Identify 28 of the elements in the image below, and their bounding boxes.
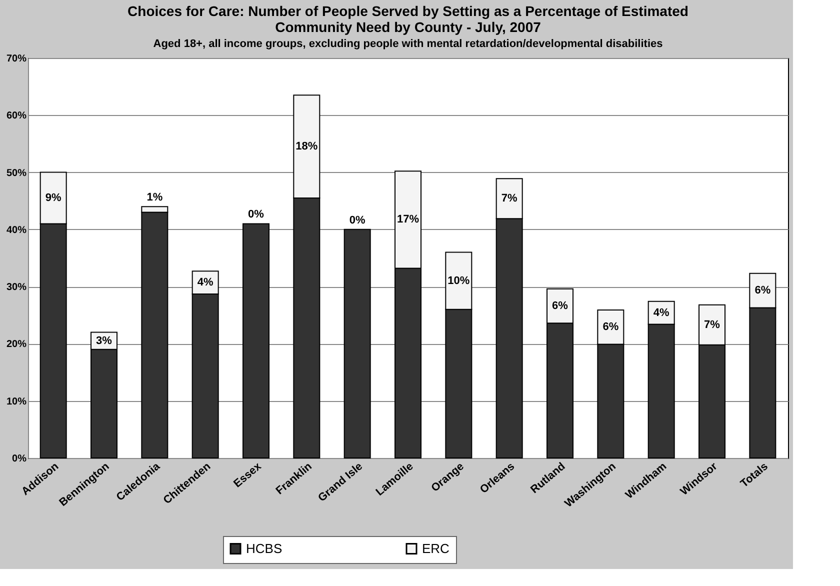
data-label: 6% [754, 284, 771, 297]
data-label: 7% [704, 318, 720, 331]
y-tick-label: 50% [6, 168, 27, 179]
legend-label: ERC [422, 540, 450, 556]
y-tick-label: 20% [6, 339, 27, 350]
data-label: 0% [248, 208, 264, 221]
y-tick-label: 60% [6, 110, 27, 122]
data-label: 9% [45, 192, 62, 204]
text: Community Need by County - July, 2007 [275, 19, 541, 35]
y-tick-label: 10% [6, 396, 27, 408]
data-label: 4% [653, 306, 670, 319]
data-label: 6% [602, 321, 619, 334]
data-label: 6% [552, 300, 568, 312]
data-label: 4% [197, 276, 214, 289]
y-tick-label: 70% [6, 54, 27, 64]
y-tick-label: 0% [12, 454, 27, 464]
data-label: 7% [501, 192, 518, 205]
data-label: 10% [448, 274, 470, 287]
y-tick-label: 30% [6, 282, 27, 294]
data-label: 1% [146, 192, 163, 204]
y-tick-label: 40% [6, 224, 27, 236]
legend-label: HCBS [246, 540, 282, 556]
data-label: 3% [96, 334, 112, 347]
text: Choices for Care: Number of People Served by Setting as a Percentage of Estimated [128, 3, 688, 19]
data-label: 18% [296, 140, 318, 153]
data-label: 17% [396, 214, 420, 226]
chart-subtitle: Aged 18+, all income groups, excluding people with mental retardation/developmental disabilities [153, 38, 663, 50]
data-label: 0% [349, 214, 366, 226]
